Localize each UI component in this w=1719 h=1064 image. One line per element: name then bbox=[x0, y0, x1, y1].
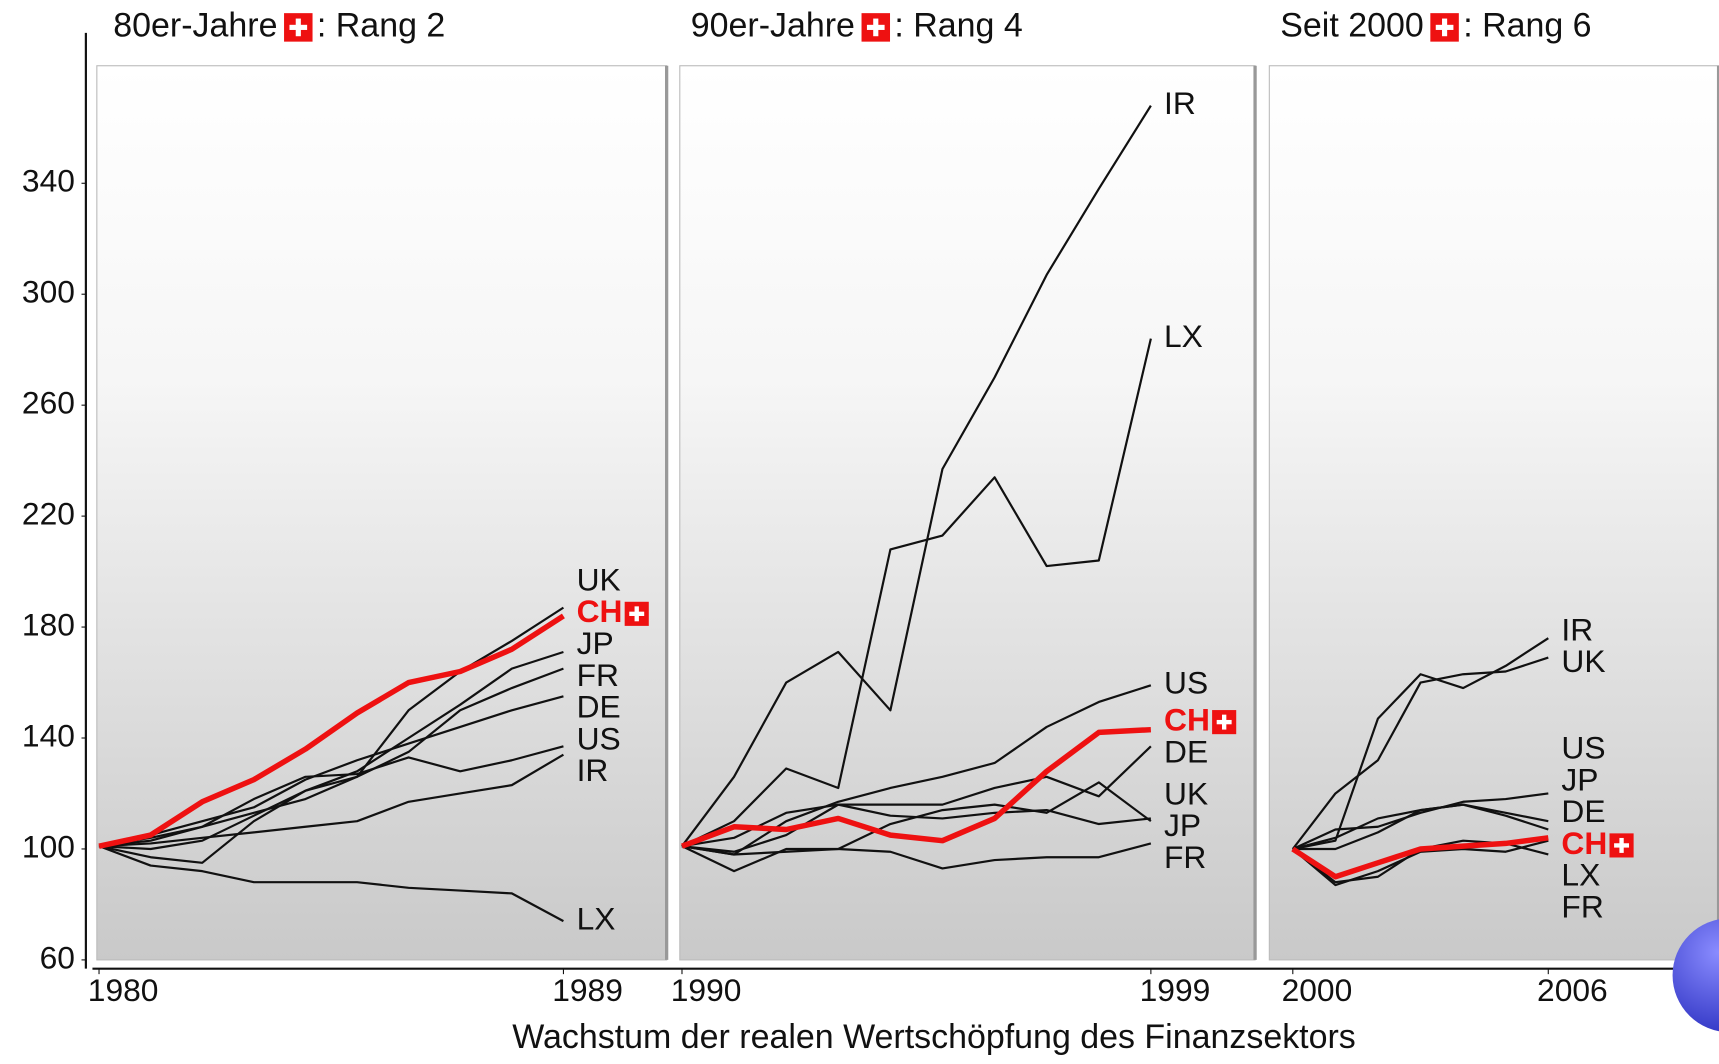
y-tick-label: 260 bbox=[22, 385, 75, 421]
series-label: US bbox=[1164, 665, 1208, 701]
x-tick-label: 2000 bbox=[1282, 972, 1353, 1008]
panel-background bbox=[1268, 65, 1719, 961]
y-tick-label: 140 bbox=[22, 717, 75, 753]
series-label: UK bbox=[577, 561, 621, 597]
series-label: LX bbox=[577, 900, 616, 936]
panel-title-suffix: : Rang 2 bbox=[317, 6, 445, 44]
flag-cross bbox=[866, 24, 885, 30]
series-label: LX bbox=[1164, 318, 1203, 354]
series-label: CH bbox=[577, 593, 623, 629]
series-label: FR bbox=[1561, 888, 1603, 924]
series-label: FR bbox=[1164, 839, 1206, 875]
series-line bbox=[681, 842, 1152, 873]
decoration bbox=[1672, 919, 1719, 1032]
series-line bbox=[98, 745, 564, 848]
series-line bbox=[1292, 792, 1549, 851]
series-label: CH bbox=[1164, 702, 1210, 738]
series-label: JP bbox=[1164, 807, 1201, 843]
flag-cross bbox=[1614, 843, 1630, 848]
series-line bbox=[681, 803, 1151, 848]
x-tick-label: 1999 bbox=[1140, 972, 1211, 1008]
series-label: FR bbox=[577, 657, 619, 693]
series-line bbox=[1292, 803, 1549, 851]
series-label: IR bbox=[1561, 611, 1593, 647]
highlight-line bbox=[681, 726, 1152, 849]
x-tick-label: 1990 bbox=[671, 972, 742, 1008]
flag-cross bbox=[289, 24, 308, 30]
series-line bbox=[1292, 637, 1549, 851]
series-label: US bbox=[1561, 729, 1605, 765]
series-line bbox=[98, 606, 565, 851]
series-line bbox=[98, 667, 564, 848]
x-tick-label: 1980 bbox=[88, 972, 159, 1008]
series-label: UK bbox=[1561, 643, 1605, 679]
series-label: IR bbox=[577, 752, 609, 788]
panel-title: 90er-Jahre bbox=[691, 6, 855, 44]
flag-cross bbox=[1216, 719, 1232, 725]
series-label: JP bbox=[1561, 761, 1598, 797]
series-line bbox=[681, 105, 1152, 847]
series-label: US bbox=[577, 720, 621, 756]
series-label: JP bbox=[577, 625, 614, 661]
y-tick-label: 180 bbox=[22, 606, 75, 642]
series-label: DE bbox=[1561, 793, 1605, 829]
y-tick-label: 340 bbox=[22, 163, 75, 199]
series-label: CH bbox=[1561, 825, 1607, 861]
series-line bbox=[98, 845, 564, 923]
x-tick-label: 2006 bbox=[1537, 972, 1608, 1008]
series-label: DE bbox=[1164, 733, 1208, 769]
flag-cross bbox=[629, 611, 645, 616]
highlight-line bbox=[1291, 835, 1549, 880]
series-line bbox=[681, 338, 1152, 848]
y-tick-label: 60 bbox=[40, 939, 75, 975]
panel-title-suffix: : Rang 6 bbox=[1463, 6, 1591, 44]
series-label: DE bbox=[577, 689, 621, 725]
panel-background bbox=[679, 65, 1256, 961]
y-tick-label: 100 bbox=[22, 828, 75, 864]
series-label: IR bbox=[1164, 85, 1196, 121]
highlight-line bbox=[98, 613, 565, 849]
series-line bbox=[98, 753, 564, 848]
series-line bbox=[681, 684, 1152, 856]
series-line bbox=[98, 695, 564, 848]
series-label: UK bbox=[1164, 775, 1208, 811]
y-tick-label: 220 bbox=[22, 496, 75, 532]
panel-title-suffix: : Rang 4 bbox=[894, 6, 1022, 44]
series-line bbox=[98, 650, 564, 864]
series-label: LX bbox=[1561, 857, 1600, 893]
panel-title: Seit 2000 bbox=[1280, 6, 1423, 44]
series-line bbox=[1291, 656, 1549, 850]
flag-cross bbox=[1435, 24, 1454, 30]
panel-title: 80er-Jahre bbox=[113, 6, 277, 44]
series-line bbox=[681, 745, 1152, 853]
x-tick-label: 1989 bbox=[552, 972, 623, 1008]
y-tick-label: 300 bbox=[22, 274, 75, 310]
x-axis-label: Wachstum der realen Wertschöpfung des Fi… bbox=[512, 1018, 1356, 1056]
